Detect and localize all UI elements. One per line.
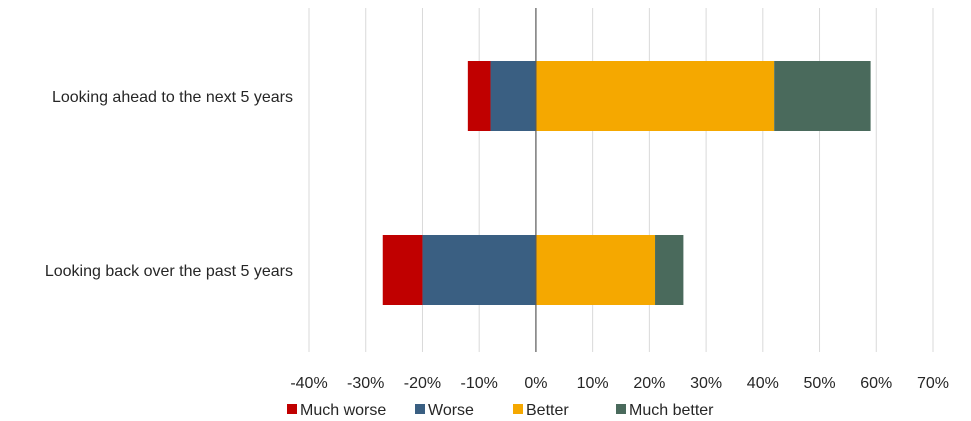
- x-tick-label: 20%: [633, 375, 665, 392]
- x-tick-label: -20%: [404, 375, 441, 392]
- x-tick-label: 30%: [690, 375, 722, 392]
- category-label: Looking ahead to the next 5 years: [52, 89, 293, 106]
- bar-much-worse: [467, 61, 491, 131]
- bar-worse: [422, 235, 536, 305]
- legend-swatch-worse: [415, 404, 425, 414]
- x-tick-label: 70%: [917, 375, 949, 392]
- x-tick-label: -40%: [290, 375, 327, 392]
- bar-better: [535, 61, 775, 131]
- x-tick-label: 40%: [747, 375, 779, 392]
- bar-better: [535, 235, 656, 305]
- legend-label-better: Better: [526, 402, 569, 419]
- category-labels: Looking ahead to the next 5 years Looking…: [45, 89, 293, 280]
- bar-worse: [490, 61, 536, 131]
- legend-label-much-worse: Much worse: [300, 402, 386, 419]
- x-tick-label: 0%: [524, 375, 547, 392]
- legend-label-worse: Worse: [428, 402, 474, 419]
- bar-much-better: [774, 61, 871, 131]
- bar-much-better: [655, 235, 684, 305]
- x-tick-label: -30%: [347, 375, 384, 392]
- x-axis-tick-labels: -40% -30% -20% -10% 0% 10% 20% 30% 40% 50% 60% 70%: [290, 375, 949, 392]
- legend-swatch-much-worse: [287, 404, 297, 414]
- x-tick-label: -10%: [461, 375, 498, 392]
- legend-swatch-better: [513, 404, 523, 414]
- x-tick-label: 50%: [804, 375, 836, 392]
- legend-swatch-much-better: [616, 404, 626, 414]
- x-tick-label: 60%: [860, 375, 892, 392]
- bar-much-worse: [382, 235, 423, 305]
- legend-label-much-better: Much better: [629, 402, 714, 419]
- category-label: Looking back over the past 5 years: [45, 263, 293, 280]
- legend: Much worse Worse Better Much better: [287, 402, 714, 419]
- x-tick-label: 10%: [577, 375, 609, 392]
- bars: [382, 61, 871, 305]
